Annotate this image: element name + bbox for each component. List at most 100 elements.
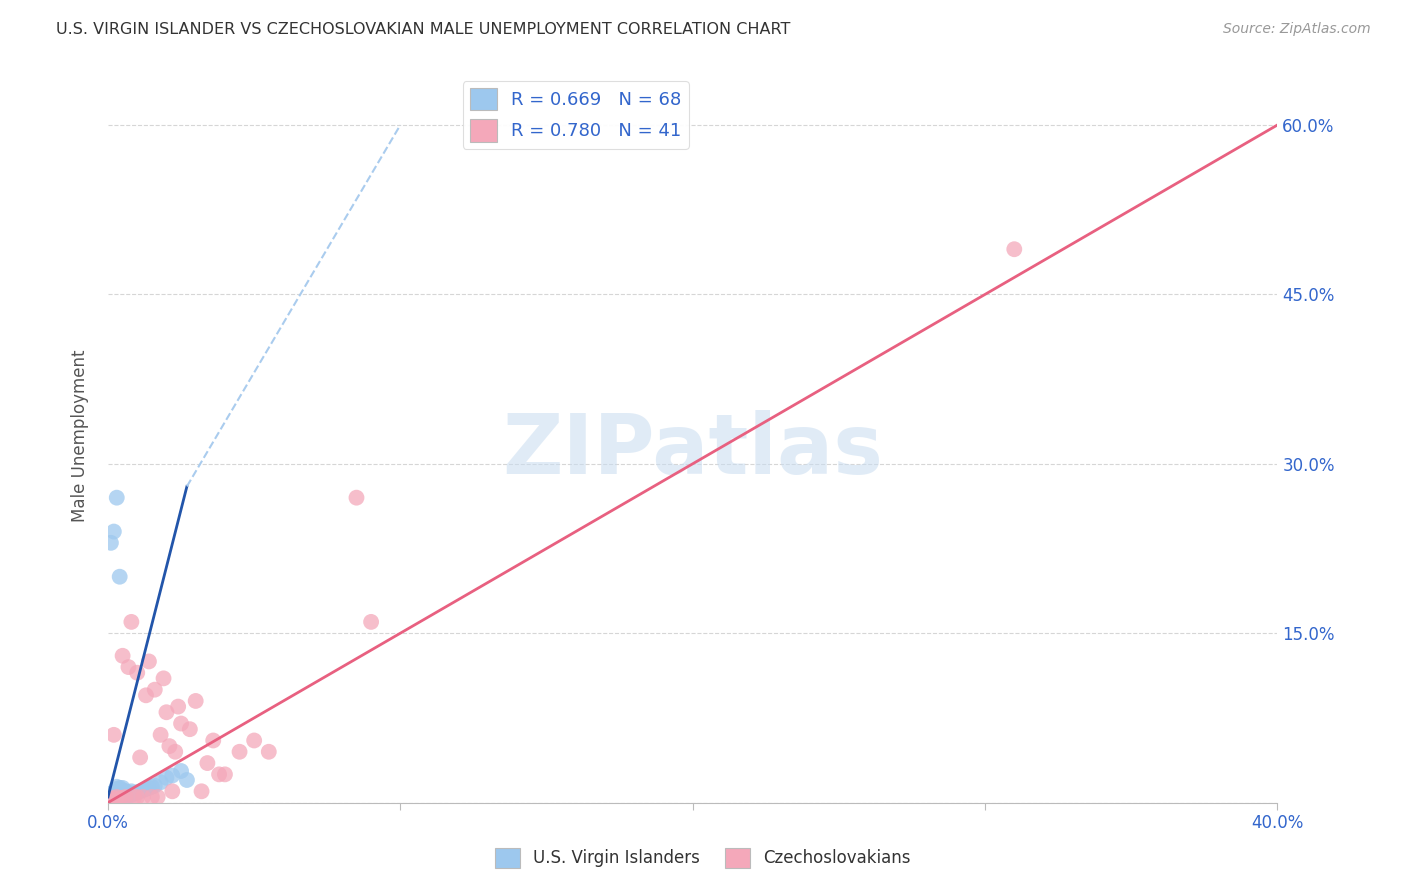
- Point: [103, 788, 125, 802]
- Point: [257, 745, 280, 759]
- Point: [228, 745, 250, 759]
- Point: [346, 491, 368, 505]
- Point: [100, 788, 122, 802]
- Point: [100, 792, 122, 806]
- Point: [97, 793, 120, 807]
- Point: [100, 791, 122, 805]
- Point: [100, 789, 122, 803]
- Point: [105, 787, 128, 801]
- Point: [111, 780, 134, 795]
- Point: [170, 716, 193, 731]
- Point: [162, 768, 184, 782]
- Point: [111, 791, 134, 805]
- Point: [149, 775, 172, 789]
- Point: [141, 780, 163, 794]
- Point: [114, 788, 136, 802]
- Point: [103, 792, 125, 806]
- Point: [138, 655, 160, 669]
- Point: [108, 570, 131, 584]
- Point: [105, 780, 128, 794]
- Point: [114, 789, 136, 804]
- Legend: R = 0.669   N = 68, R = 0.780   N = 41: R = 0.669 N = 68, R = 0.780 N = 41: [463, 81, 689, 149]
- Point: [103, 793, 125, 807]
- Point: [103, 791, 125, 805]
- Point: [108, 789, 131, 803]
- Point: [190, 784, 212, 798]
- Point: [165, 745, 187, 759]
- Text: ZIPatlas: ZIPatlas: [502, 409, 883, 491]
- Point: [108, 785, 131, 799]
- Point: [100, 536, 122, 550]
- Point: [103, 789, 125, 803]
- Point: [100, 789, 122, 804]
- Point: [100, 792, 122, 806]
- Point: [100, 789, 122, 804]
- Point: [105, 792, 128, 806]
- Y-axis label: Male Unemployment: Male Unemployment: [72, 350, 89, 522]
- Point: [129, 784, 152, 798]
- Point: [124, 789, 146, 804]
- Point: [208, 767, 231, 781]
- Point: [143, 779, 166, 793]
- Point: [129, 750, 152, 764]
- Point: [105, 788, 128, 802]
- Point: [103, 789, 125, 804]
- Point: [117, 789, 139, 803]
- Point: [155, 705, 177, 719]
- Point: [108, 780, 131, 795]
- Point: [155, 771, 177, 785]
- Point: [120, 784, 142, 798]
- Point: [127, 665, 149, 680]
- Text: U.S. VIRGIN ISLANDER VS CZECHOSLOVAKIAN MALE UNEMPLOYMENT CORRELATION CHART: U.S. VIRGIN ISLANDER VS CZECHOSLOVAKIAN …: [56, 22, 790, 37]
- Point: [103, 524, 125, 539]
- Point: [105, 789, 128, 804]
- Point: [100, 791, 122, 805]
- Point: [360, 615, 382, 629]
- Point: [117, 660, 139, 674]
- Point: [114, 784, 136, 798]
- Point: [120, 788, 142, 802]
- Point: [97, 792, 120, 806]
- Point: [179, 722, 201, 736]
- Point: [111, 785, 134, 799]
- Point: [184, 694, 207, 708]
- Point: [111, 788, 134, 802]
- Legend: U.S. Virgin Islanders, Czechoslovakians: U.S. Virgin Islanders, Czechoslovakians: [488, 841, 918, 875]
- Point: [138, 780, 160, 795]
- Point: [197, 756, 219, 770]
- Point: [157, 739, 180, 753]
- Point: [103, 789, 125, 804]
- Point: [152, 672, 174, 686]
- Text: Source: ZipAtlas.com: Source: ZipAtlas.com: [1223, 22, 1371, 37]
- Point: [105, 789, 128, 804]
- Point: [111, 791, 134, 805]
- Point: [100, 792, 122, 806]
- Point: [170, 764, 193, 778]
- Point: [127, 785, 149, 799]
- Point: [108, 783, 131, 797]
- Point: [132, 789, 155, 804]
- Point: [108, 788, 131, 802]
- Point: [105, 784, 128, 798]
- Point: [108, 789, 131, 804]
- Point: [176, 772, 198, 787]
- Point: [127, 789, 149, 804]
- Point: [108, 791, 131, 805]
- Point: [105, 491, 128, 505]
- Point: [105, 789, 128, 803]
- Point: [141, 789, 163, 804]
- Point: [108, 792, 131, 806]
- Point: [117, 785, 139, 799]
- Point: [162, 784, 184, 798]
- Point: [111, 789, 134, 803]
- Point: [114, 789, 136, 804]
- Point: [149, 728, 172, 742]
- Point: [135, 688, 157, 702]
- Point: [100, 787, 122, 801]
- Point: [214, 767, 236, 781]
- Point: [120, 615, 142, 629]
- Point: [167, 699, 190, 714]
- Point: [103, 785, 125, 799]
- Point: [124, 787, 146, 801]
- Point: [135, 782, 157, 797]
